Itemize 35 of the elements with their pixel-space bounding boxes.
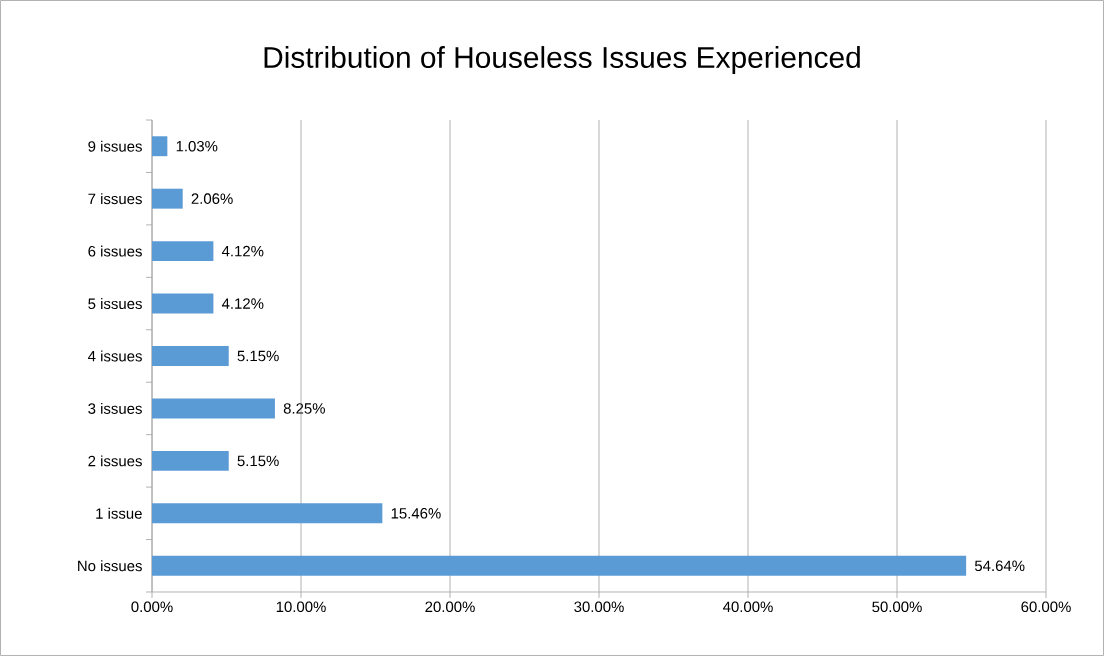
y-tick-label: 4 issues — [88, 350, 142, 362]
bar — [152, 503, 383, 524]
y-tick-label: 7 issues — [88, 193, 142, 205]
y-tick-label: No issues — [78, 560, 142, 572]
bar — [152, 450, 229, 471]
y-tick-label: 6 issues — [88, 245, 142, 257]
bar — [152, 555, 967, 576]
data-label: 15.46% — [391, 508, 441, 519]
y-tick-label: 5 issues — [88, 298, 142, 310]
x-tick-label: 30.00% — [574, 601, 624, 613]
y-tick-label: 2 issues — [88, 455, 142, 467]
bar — [152, 188, 183, 209]
y-tick-label: 3 issues — [88, 402, 142, 414]
data-label: 4.12% — [221, 298, 264, 309]
data-label: 2.06% — [191, 193, 233, 204]
x-tick-label: 0.00% — [131, 601, 173, 613]
data-label: 4.12% — [221, 245, 264, 257]
chart-title: Distribution of Houseless Issues Experienced — [264, 46, 860, 74]
data-label: 54.64% — [974, 560, 1025, 572]
data-label: 1.03% — [176, 140, 218, 152]
x-tick-label: 50.00% — [872, 601, 922, 613]
data-label: 5.15% — [237, 455, 279, 467]
bar — [152, 136, 168, 157]
bar — [152, 241, 214, 262]
bar — [152, 398, 275, 419]
x-tick-label: 10.00% — [276, 601, 326, 613]
data-label: 5.15% — [237, 350, 279, 362]
x-tick-label: 40.00% — [723, 601, 773, 613]
y-tick-label: 9 issues — [88, 140, 142, 152]
data-label: 8.25% — [283, 403, 325, 414]
x-tick-label: 60.00% — [1021, 601, 1071, 613]
y-tick-label: 1 issue — [96, 507, 142, 519]
bar — [152, 293, 214, 314]
x-tick-label: 20.00% — [425, 601, 475, 613]
bar — [152, 346, 229, 366]
